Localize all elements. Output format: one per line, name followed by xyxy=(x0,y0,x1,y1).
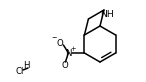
Text: H: H xyxy=(23,61,29,70)
Text: Cl: Cl xyxy=(16,67,24,77)
Text: O: O xyxy=(56,39,63,47)
Text: O: O xyxy=(61,61,68,70)
Text: −: − xyxy=(52,35,57,41)
Text: N: N xyxy=(65,48,72,57)
Text: +: + xyxy=(71,46,76,52)
Text: NH: NH xyxy=(100,10,114,19)
